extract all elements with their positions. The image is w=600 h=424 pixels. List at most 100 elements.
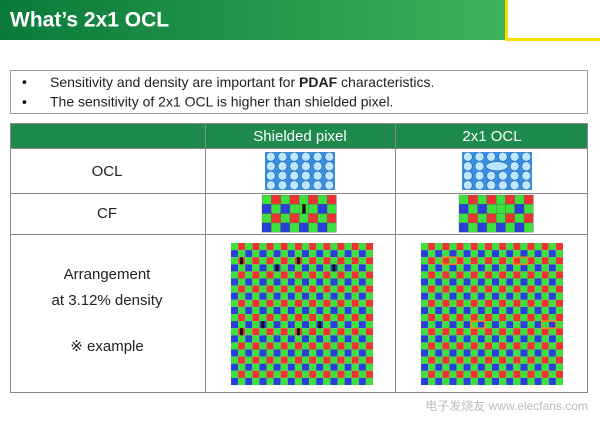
pixel	[309, 278, 317, 286]
pixel	[337, 377, 345, 385]
pixel	[231, 342, 239, 350]
pixel	[252, 349, 260, 357]
lens	[289, 180, 300, 191]
pixel	[294, 356, 302, 364]
pixel	[421, 342, 429, 350]
lens	[486, 151, 497, 162]
pixel	[365, 278, 373, 286]
pixel	[309, 292, 317, 300]
pixel	[442, 250, 450, 258]
pixel	[323, 306, 331, 314]
pixel	[365, 349, 373, 357]
lens	[265, 180, 276, 191]
pixel	[266, 292, 274, 300]
pixel	[287, 299, 295, 307]
pixel	[520, 356, 528, 364]
lens	[521, 180, 532, 191]
pixel	[463, 335, 471, 343]
pixel	[266, 356, 274, 364]
pixel	[344, 278, 352, 286]
lens	[509, 151, 520, 162]
pixel	[484, 257, 492, 265]
pixel	[499, 335, 507, 343]
pixel	[330, 250, 338, 258]
pixel	[245, 264, 253, 272]
pixel	[435, 250, 443, 258]
pixel	[541, 356, 549, 364]
pixel	[287, 342, 295, 350]
pixel	[245, 250, 253, 258]
lens	[498, 151, 508, 162]
cf-pixel	[458, 222, 469, 233]
pixel	[252, 356, 260, 364]
cf-pixel	[514, 204, 525, 214]
pixel	[527, 328, 535, 336]
pixel	[302, 264, 310, 272]
pixel	[435, 370, 443, 378]
pixel	[337, 370, 345, 378]
pixel	[330, 328, 338, 336]
pixel	[520, 285, 528, 293]
bullet-marker: •	[22, 94, 27, 110]
pixel	[442, 306, 450, 314]
pixel	[428, 335, 436, 343]
pixel	[442, 363, 450, 371]
pixel	[316, 349, 324, 357]
bullet-text-part: characteristics.	[337, 74, 434, 90]
pixel	[287, 328, 295, 336]
lens	[509, 180, 520, 191]
pixel	[266, 264, 274, 272]
pixel	[520, 335, 528, 343]
pixel	[470, 299, 478, 307]
pixel	[449, 285, 457, 293]
cf-pixel	[271, 222, 281, 233]
pixel	[252, 321, 260, 329]
pixel	[351, 363, 359, 371]
pixel	[428, 314, 436, 322]
pixel	[231, 370, 239, 378]
pixel	[555, 356, 563, 364]
pixel	[484, 349, 492, 357]
pixel	[470, 264, 478, 272]
pixel	[428, 257, 436, 265]
pixel	[238, 377, 246, 385]
pixel	[484, 328, 492, 336]
pixel	[421, 243, 429, 251]
pixel	[541, 342, 549, 350]
pixel	[294, 285, 302, 293]
row-label: Arrangement	[64, 266, 152, 283]
pixel	[470, 349, 478, 357]
pixel	[520, 321, 528, 329]
shield	[296, 328, 300, 336]
lens	[462, 151, 473, 162]
pixel	[506, 335, 514, 343]
pixel	[435, 349, 443, 357]
pixel	[442, 328, 450, 336]
pixel	[463, 257, 471, 265]
pixel	[513, 363, 521, 371]
pixel	[344, 377, 352, 385]
pixel	[252, 278, 260, 286]
pixel	[470, 314, 478, 322]
pixel	[442, 342, 450, 350]
pixel	[358, 356, 366, 364]
bullet-text-part: Sensitivity and density are important fo…	[50, 74, 299, 90]
pixel	[280, 306, 288, 314]
cf-pixel	[486, 213, 497, 224]
row-label: at 3.12% density	[52, 292, 163, 309]
pixel	[456, 264, 464, 272]
pixel	[309, 271, 317, 279]
pixel	[492, 243, 500, 251]
lens	[301, 161, 311, 172]
pixel	[463, 363, 471, 371]
pixel	[527, 356, 535, 364]
cf-pixel	[477, 204, 488, 214]
lens	[521, 151, 532, 162]
pixel	[259, 349, 267, 357]
pixel	[294, 349, 302, 357]
pixel	[499, 243, 507, 251]
pixel	[252, 342, 260, 350]
header-accent	[505, 0, 508, 40]
pixel	[344, 285, 352, 293]
